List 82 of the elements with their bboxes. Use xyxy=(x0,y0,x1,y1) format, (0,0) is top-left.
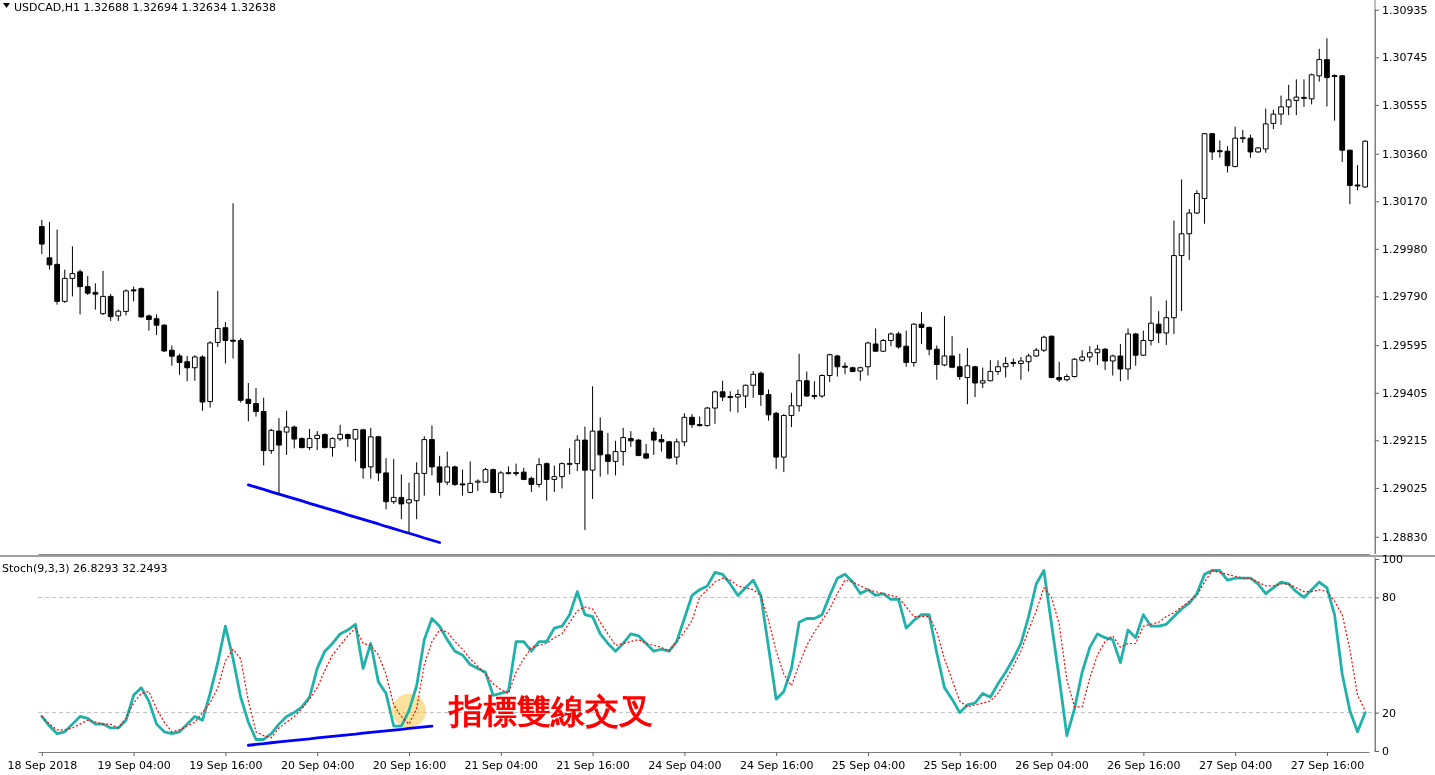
candlestick xyxy=(1324,37,1330,107)
y-tick-label: 1.29980 xyxy=(1382,242,1428,256)
line-series xyxy=(246,483,441,544)
candlestick xyxy=(406,482,412,534)
y-tick-label: 1.30360 xyxy=(1382,147,1428,161)
candlestick xyxy=(888,331,894,347)
candlestick xyxy=(1018,356,1024,381)
chart-title: Stoch(9,3,3) 26.8293 32.2493 xyxy=(2,562,168,575)
x-tick-label: 27 Sep 04:00 xyxy=(1198,759,1273,773)
candlestick xyxy=(995,359,1001,376)
x-tick-label: 26 Sep 04:00 xyxy=(1015,759,1089,773)
y-tick-label: 20 xyxy=(1382,706,1396,720)
y-tick-label: 1.28830 xyxy=(1382,530,1428,544)
candlestick xyxy=(207,340,213,409)
y-tick-label: 1.29405 xyxy=(1382,386,1428,400)
candlestick xyxy=(712,390,718,425)
candlestick xyxy=(452,465,458,487)
y-tick-label: 80 xyxy=(1382,591,1396,605)
x-tick-label: 21 Sep 04:00 xyxy=(464,759,539,773)
y-tick-label: 100 xyxy=(1382,553,1403,567)
candlestick xyxy=(1194,189,1200,215)
candlestick xyxy=(796,353,802,413)
candlestick xyxy=(1347,149,1353,205)
x-tick-label: 25 Sep 04:00 xyxy=(831,759,906,773)
candlestick xyxy=(276,417,282,495)
x-tick-label: 20 Sep 04:00 xyxy=(280,759,355,773)
x-tick-label: 19 Sep 16:00 xyxy=(189,759,263,773)
y-tick-label: 0 xyxy=(1382,745,1389,759)
candlestick xyxy=(1148,295,1154,346)
x-tick-label: 20 Sep 16:00 xyxy=(372,759,447,773)
x-tick-label: 21 Sep 16:00 xyxy=(556,759,630,773)
x-tick-label: 24 Sep 04:00 xyxy=(648,759,722,773)
candlestick xyxy=(360,428,366,480)
y-tick-label: 1.29025 xyxy=(1382,481,1428,495)
candlestick xyxy=(689,413,695,429)
x-tick-label: 19 Sep 04:00 xyxy=(97,759,171,773)
candlestick xyxy=(1255,146,1261,154)
candlestick xyxy=(299,436,305,449)
x-tick-label: 27 Sep 16:00 xyxy=(1290,759,1365,773)
candlestick xyxy=(666,440,672,460)
candlestick xyxy=(1301,78,1307,108)
chart-title: USDCAD,H1 1.32688 1.32694 1.32634 1.32638 xyxy=(14,1,276,14)
x-tick-label: 18 Sep 2018 xyxy=(7,759,78,773)
candlestick xyxy=(253,387,259,418)
candlestick xyxy=(146,313,152,332)
candlestick xyxy=(1041,335,1047,353)
y-tick-label: 1.30935 xyxy=(1382,3,1428,17)
y-tick-label: 1.30170 xyxy=(1382,195,1428,209)
y-tick-label: 1.29595 xyxy=(1382,339,1428,353)
candlestick xyxy=(100,270,106,316)
annotation: 指標雙線交叉 xyxy=(447,690,653,731)
candlestick xyxy=(582,426,588,531)
y-tick-label: 1.30555 xyxy=(1382,98,1428,112)
candlestick xyxy=(949,335,955,369)
candlestick xyxy=(383,457,389,510)
candlestick xyxy=(38,219,45,255)
candlestick xyxy=(1171,220,1177,335)
candlestick xyxy=(865,341,871,377)
y-tick-label: 1.29215 xyxy=(1382,434,1428,448)
candlestick xyxy=(429,425,435,476)
candlestick xyxy=(46,221,53,271)
candlestick xyxy=(735,389,741,414)
candlestick xyxy=(54,229,60,306)
candlestick xyxy=(842,361,848,375)
candlestick xyxy=(605,432,611,475)
line-series xyxy=(246,724,434,747)
candlestick xyxy=(1125,327,1131,381)
candlestick xyxy=(123,288,129,316)
x-tick-label: 25 Sep 16:00 xyxy=(923,759,997,773)
candlestick xyxy=(513,463,519,477)
candlestick xyxy=(77,269,83,315)
x-tick-label: 26 Sep 16:00 xyxy=(1107,759,1181,773)
y-tick-label: 1.29790 xyxy=(1382,290,1428,304)
x-tick-label: 24 Sep 16:00 xyxy=(739,759,814,773)
candlestick xyxy=(1278,95,1284,126)
candlestick xyxy=(1102,347,1108,371)
candlestick xyxy=(536,457,542,488)
candlestick xyxy=(972,365,978,398)
candlestick xyxy=(230,202,236,359)
y-tick-label: 1.30745 xyxy=(1382,51,1428,65)
candlestick xyxy=(559,461,565,489)
candlestick xyxy=(819,373,825,399)
